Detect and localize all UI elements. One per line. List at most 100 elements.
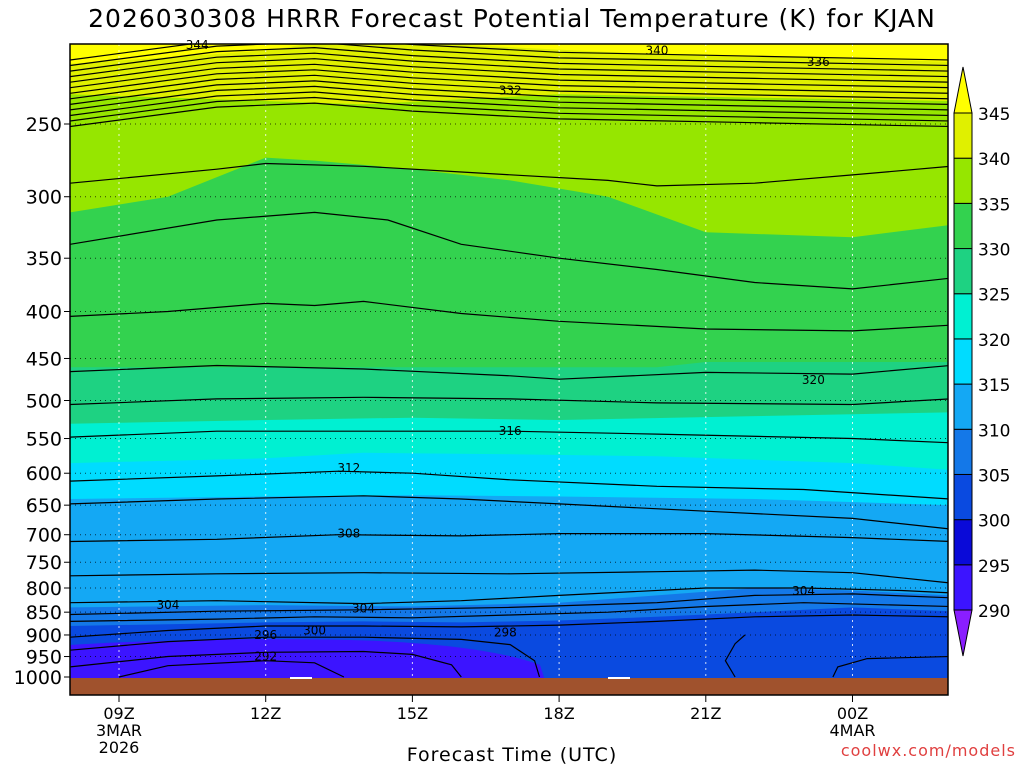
colorbar-label: 310 (978, 421, 1010, 441)
contour-label: 296 (254, 628, 277, 642)
contour-line (70, 300, 948, 332)
colorbar-swatch (953, 383, 973, 430)
colorbar: 290 295 300 305 310 315 320 325 330 335 340 345 (953, 66, 1010, 657)
contour-line (70, 602, 948, 622)
contour-line (70, 569, 948, 584)
y-axis: 2503003504004505005506006507007508008509… (14, 114, 70, 689)
contour-lines (70, 44, 948, 678)
contour-line (70, 162, 948, 187)
contour-line (70, 364, 948, 380)
colorbar-label: 325 (978, 286, 1010, 306)
contour-line (70, 74, 948, 100)
contour-line (70, 80, 948, 105)
contour-label: 332 (499, 84, 522, 98)
colorbar-label: 295 (978, 557, 1010, 577)
x-tick-label: 18Z (543, 704, 574, 723)
y-tick-label: 500 (26, 391, 62, 413)
colorbar-swatch (953, 473, 973, 521)
contour-line (70, 46, 948, 72)
contour-line (70, 211, 948, 290)
colorbar-label: 330 (978, 241, 1010, 261)
contour-line (70, 44, 948, 67)
contour-label: 316 (499, 424, 522, 438)
contour-fills (70, 44, 948, 678)
contour-line (70, 91, 948, 117)
contour-line (70, 587, 948, 605)
contour-label: 308 (337, 527, 360, 541)
y-tick-label: 900 (26, 625, 62, 647)
contour-label: 344 (186, 38, 209, 52)
contour-line (70, 52, 948, 78)
contour-label: 304 (352, 601, 375, 615)
y-tick-label: 1000 (14, 667, 62, 689)
colorbar-label: 320 (978, 331, 1010, 351)
contour-labels: 344 340 336 332 320 316 312 308 304 304 304 300 298 2… (156, 38, 829, 664)
colorbar-swatch (953, 248, 973, 295)
colorbar-label: 345 (978, 105, 1010, 125)
y-tick-label: 300 (26, 187, 62, 209)
ground-strip (70, 678, 948, 695)
colorbar-swatch (953, 157, 973, 204)
x-tick-sublabel: 2026 (99, 738, 140, 757)
colorbar-swatch (953, 338, 973, 385)
contour-line (70, 58, 948, 83)
credit-link[interactable]: coolwx.com/models (840, 741, 1016, 760)
chart-title: 2026030308 HRRR Forecast Potential Tempe… (88, 4, 936, 33)
colorbar-swatch (953, 202, 973, 250)
x-axis-label: Forecast Time (UTC) (406, 744, 618, 766)
x-tick-label: 21Z (690, 704, 721, 723)
y-tick-label: 400 (26, 301, 62, 323)
contour-line (832, 655, 948, 678)
contour-line (724, 634, 746, 678)
contour-line (70, 593, 948, 616)
y-tick-label: 550 (26, 429, 62, 451)
colorbar-swatch (953, 428, 973, 475)
y-tick-label: 850 (26, 602, 62, 624)
colorbar-label: 335 (978, 195, 1010, 215)
contour-line (70, 650, 462, 678)
y-tick-label: 700 (26, 525, 62, 547)
contour-line (118, 660, 345, 678)
y-tick-label: 650 (26, 495, 62, 517)
ground-mark (608, 677, 630, 679)
x-tick-sublabel: 3MAR (96, 721, 142, 740)
ground-mark (290, 677, 312, 679)
plot-frame (69, 43, 949, 696)
contour-label: 340 (645, 44, 668, 58)
contour-line (70, 614, 948, 638)
contour-line (70, 69, 948, 94)
contour-line (70, 85, 948, 111)
y-tick-label: 450 (26, 348, 62, 370)
colorbar-swatch (953, 519, 973, 566)
y-tick-label: 350 (26, 248, 62, 270)
y-tick-label: 250 (26, 114, 62, 136)
x-tick-sublabel: 4MAR (829, 721, 875, 740)
colorbar-label: 315 (978, 376, 1010, 396)
contour-line (70, 636, 541, 678)
contour-label: 298 (494, 626, 517, 640)
colorbar-label: 340 (978, 150, 1010, 170)
colorbar-swatch (953, 293, 973, 340)
contour-line (70, 96, 948, 122)
ground-terrain (70, 677, 948, 695)
contour-label: 312 (337, 461, 360, 475)
colorbar-label: 305 (978, 466, 1010, 486)
contour-line (70, 63, 948, 89)
contour-label: 304 (792, 584, 815, 598)
x-tick-label: 15Z (397, 704, 428, 723)
contour-line (70, 495, 948, 530)
colorbar-swatch (953, 112, 973, 159)
colorbar-label: 300 (978, 512, 1010, 532)
contour-line (70, 396, 948, 406)
contour-line (70, 533, 948, 543)
x-tick-label: 09Z (103, 704, 134, 723)
contour-label: 292 (254, 650, 277, 664)
x-tick-label: 12Z (250, 704, 281, 723)
contour-label: 300 (303, 624, 326, 638)
colorbar-label: 290 (978, 602, 1010, 622)
colorbar-swatch (953, 564, 973, 611)
y-tick-label: 950 (26, 647, 62, 669)
contour-label: 304 (156, 598, 179, 612)
